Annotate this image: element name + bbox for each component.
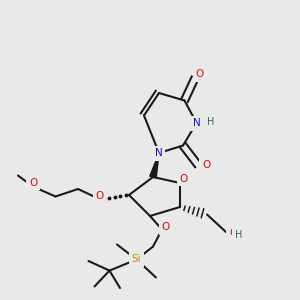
Text: N: N bbox=[155, 148, 163, 158]
Text: O: O bbox=[195, 69, 204, 80]
Text: O: O bbox=[96, 190, 104, 201]
Polygon shape bbox=[150, 153, 159, 178]
Text: O: O bbox=[162, 222, 170, 232]
Text: N: N bbox=[193, 118, 200, 128]
Text: O: O bbox=[29, 178, 37, 188]
Text: O: O bbox=[229, 227, 237, 238]
Text: Si: Si bbox=[132, 254, 141, 265]
Text: O: O bbox=[202, 160, 210, 170]
Text: H: H bbox=[207, 117, 214, 128]
Text: H: H bbox=[235, 230, 242, 241]
Text: O: O bbox=[179, 174, 188, 184]
